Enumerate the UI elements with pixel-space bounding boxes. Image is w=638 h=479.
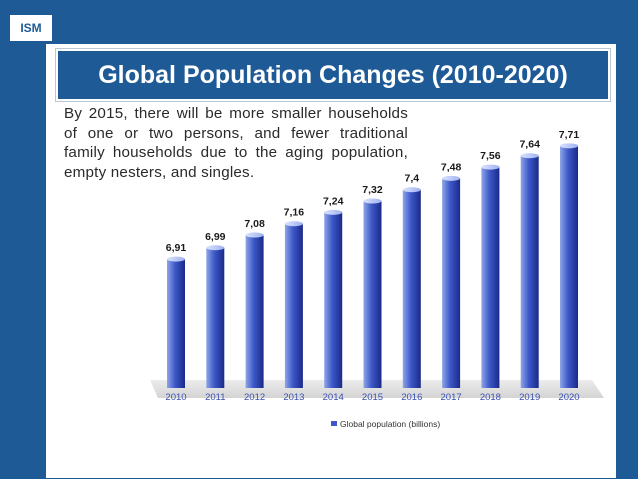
bar-2014 <box>324 212 343 388</box>
x-tick-2012: 2012 <box>244 392 265 403</box>
data-label-2016: 7,4 <box>404 173 419 185</box>
data-label-2015: 7,32 <box>362 184 383 196</box>
x-tick-2018: 2018 <box>480 392 501 403</box>
x-tick-2019: 2019 <box>519 392 540 403</box>
x-tick-2013: 2013 <box>283 392 304 403</box>
x-tick-2020: 2020 <box>558 392 579 403</box>
bar-cap-2015 <box>363 198 382 204</box>
data-label-2020: 7,71 <box>559 129 580 141</box>
bar-2018 <box>481 167 500 388</box>
bar-cap-2010 <box>167 256 185 262</box>
bar-cap-2017 <box>442 175 461 181</box>
data-label-2010: 6,91 <box>166 242 187 254</box>
data-label-2013: 7,16 <box>284 207 305 219</box>
bar-cap-2020 <box>560 143 578 149</box>
bar-2011 <box>206 247 225 388</box>
legend-label: Global population (billions) <box>340 419 440 429</box>
bar-2017 <box>442 178 461 388</box>
legend: Global population (billions) <box>331 419 440 429</box>
title-banner: Global Population Changes (2010-2020) <box>56 49 610 101</box>
bar-2020 <box>560 145 578 388</box>
x-tick-2010: 2010 <box>165 392 186 403</box>
data-label-2019: 7,64 <box>519 139 540 151</box>
bar-cap-2014 <box>324 209 343 215</box>
bar-2010 <box>167 259 185 388</box>
bar-2013 <box>284 223 303 388</box>
data-label-2011: 6,99 <box>205 231 226 243</box>
x-tick-2016: 2016 <box>401 392 422 403</box>
data-label-2014: 7,24 <box>323 195 344 207</box>
legend-swatch <box>331 421 337 426</box>
data-label-2018: 7,56 <box>480 150 501 162</box>
bars-group: 6,91 6,99 7,08 7,16 7,24 7,32 7,4 7,48 7,56 7,64 7… <box>166 129 580 388</box>
bar-cap-2018 <box>481 164 500 170</box>
bar-cap-2019 <box>520 153 539 159</box>
x-axis-labels: 2010 2011 2012 2013 2014 2015 2016 2017 2018 2019… <box>165 392 579 403</box>
x-tick-2015: 2015 <box>362 392 383 403</box>
bar-2016 <box>402 189 421 388</box>
x-tick-2014: 2014 <box>323 392 344 403</box>
data-label-2012: 7,08 <box>244 218 265 230</box>
bar-cap-2011 <box>206 245 225 251</box>
ism-logo: ISM <box>10 15 52 41</box>
bar-cap-2013 <box>284 221 303 227</box>
bar-2012 <box>245 235 264 388</box>
x-tick-2017: 2017 <box>441 392 462 403</box>
source-citation: Source: UN, Dept. of Economic and Social… <box>66 462 516 471</box>
data-label-2017: 7,48 <box>441 161 462 173</box>
x-tick-2011: 2011 <box>205 392 225 403</box>
bar-2015 <box>363 201 382 388</box>
bar-2019 <box>520 155 539 388</box>
bar-cap-2012 <box>245 232 264 238</box>
page-title: Global Population Changes (2010-2020) <box>98 60 568 89</box>
bar-cap-2016 <box>402 187 421 193</box>
description-text: By 2015, there will be more smaller hous… <box>64 105 408 181</box>
